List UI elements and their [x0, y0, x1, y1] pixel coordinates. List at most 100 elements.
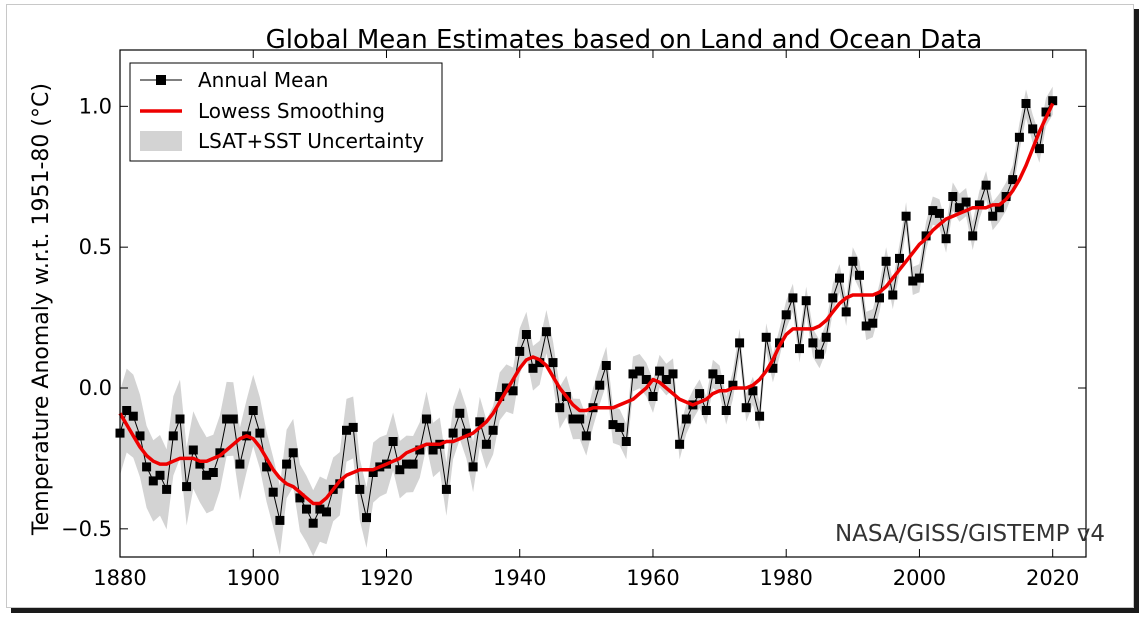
credit-text: NASA/GISS/GISTEMP v4 — [835, 521, 1105, 547]
annual-mean-point — [968, 231, 978, 241]
annual-mean-point — [148, 476, 158, 486]
annual-mean-point — [215, 448, 225, 458]
annual-mean-point — [182, 482, 192, 492]
annual-mean-point — [275, 515, 285, 525]
annual-mean-point — [981, 180, 991, 190]
annual-mean-point — [228, 414, 238, 424]
annual-mean-point — [428, 445, 438, 455]
annual-mean-point — [1014, 132, 1024, 142]
annual-mean-point — [868, 318, 878, 328]
lowess-line — [118, 102, 1055, 506]
legend-lowess-label: Lowess Smoothing — [198, 99, 385, 123]
annual-mean-point — [528, 363, 538, 373]
y-tick-label: 0.5 — [79, 235, 112, 259]
annual-mean-point — [568, 414, 578, 424]
annual-mean-point — [402, 459, 411, 469]
annual-mean-point — [681, 414, 691, 424]
annual-mean-point — [521, 330, 531, 339]
annual-mean-point — [555, 403, 565, 413]
annual-mean-point — [1041, 107, 1051, 117]
annual-mean-point — [934, 208, 944, 218]
annual-mean-point — [142, 462, 152, 472]
annual-mean-point — [235, 459, 245, 469]
annual-mean-point — [628, 369, 638, 379]
x-tick-label: 1960 — [626, 566, 679, 590]
annual-mean-point — [195, 459, 205, 469]
annual-mean-point — [961, 197, 971, 207]
annual-mean-point — [635, 366, 645, 376]
annual-mean-point — [721, 406, 731, 415]
annual-mean-point — [1028, 124, 1038, 134]
annual-mean-point — [761, 332, 771, 342]
annual-mean-point — [541, 327, 551, 337]
annual-mean-point — [342, 425, 351, 435]
annual-mean-point — [268, 487, 278, 497]
annual-mean-point — [988, 211, 998, 221]
annual-mean-point — [362, 513, 371, 523]
annual-mean-point — [461, 428, 471, 438]
annual-mean-point — [808, 338, 818, 348]
annual-mean-series — [115, 96, 1058, 528]
annual-mean-point — [368, 468, 378, 477]
x-tick-label: 1940 — [493, 566, 546, 590]
annual-mean-point — [655, 366, 665, 376]
annual-mean-point — [861, 321, 871, 331]
plot-area-frame — [119, 49, 1087, 558]
uncertainty-band — [120, 86, 1053, 557]
annual-mean-point — [875, 293, 884, 303]
annual-mean-point — [495, 392, 505, 401]
annual-mean-point — [155, 470, 165, 480]
annual-mean-point — [595, 380, 605, 390]
annual-mean-point — [768, 363, 778, 373]
annual-mean-point — [355, 484, 365, 494]
uncertainty-band-area — [120, 86, 1053, 557]
annual-mean-point — [475, 417, 485, 427]
annual-mean-point — [548, 358, 558, 368]
annual-mean-point — [1048, 96, 1058, 106]
x-tick-label: 2020 — [1026, 566, 1079, 590]
legend-uncertainty-swatch — [140, 131, 182, 151]
annual-mean-point — [255, 428, 265, 438]
annual-mean-point — [701, 406, 711, 415]
annual-mean-point — [128, 411, 138, 421]
x-tick-label: 1900 — [227, 566, 280, 590]
annual-mean-point — [815, 349, 824, 359]
annual-mean-point — [575, 414, 585, 424]
annual-mean-point — [741, 403, 751, 413]
x-tick-label: 1980 — [759, 566, 812, 590]
annual-mean-point — [661, 375, 671, 384]
annual-mean-point — [668, 369, 678, 379]
annual-mean-point — [162, 484, 172, 494]
annual-mean-point — [468, 462, 478, 472]
annual-mean-point — [262, 462, 272, 472]
annual-mean-point — [948, 192, 958, 201]
annual-mean-point — [908, 276, 918, 286]
annual-mean-point — [608, 420, 618, 430]
annual-mean-point — [315, 504, 325, 514]
annual-mean-point — [508, 386, 518, 396]
annual-mean-point — [168, 431, 178, 441]
annual-mean-point — [388, 437, 398, 446]
annual-mean-point — [601, 361, 611, 370]
annual-mean-point — [408, 459, 418, 469]
annual-mean-point — [581, 431, 591, 441]
annual-mean-point — [248, 406, 258, 415]
temperature-chart: Global Mean Estimates based on Land and … — [29, 25, 1105, 590]
annual-mean-point — [322, 507, 331, 517]
y-tick-label: 1.0 — [79, 94, 112, 118]
annual-mean-point — [188, 445, 198, 455]
x-tick-label: 1880 — [93, 566, 146, 590]
annual-mean-point — [735, 338, 745, 348]
y-tick-label: 0.0 — [79, 376, 112, 400]
annual-mean-point — [1021, 99, 1031, 108]
y-tick-label: −0.5 — [61, 517, 112, 541]
figure-frame: Global Mean Estimates based on Land and … — [6, 4, 1134, 608]
annual-mean-point — [122, 406, 132, 415]
y-axis-label-group: Temperature Anomaly w.r.t. 1951-80 (°C) — [29, 83, 54, 536]
annual-mean-point — [841, 307, 851, 317]
legend-annual-label: Annual Mean — [198, 68, 328, 92]
annual-mean-point — [1034, 144, 1044, 154]
annual-mean-point — [535, 358, 545, 368]
annual-mean-point — [901, 211, 911, 221]
annual-mean-point — [415, 445, 425, 455]
